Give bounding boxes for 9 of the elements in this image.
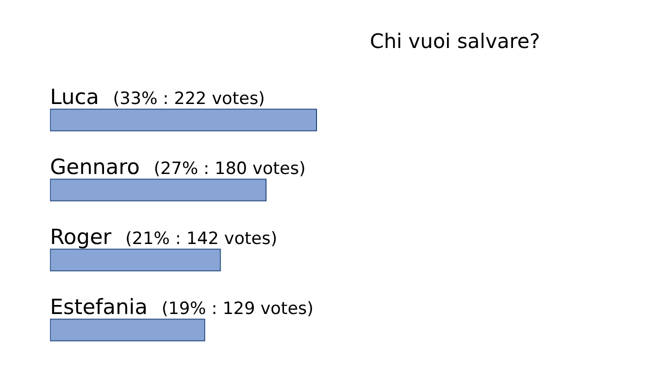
y-tick-label: Estefania xyxy=(50,295,148,319)
y-tick-label: Luca xyxy=(50,85,100,109)
y-tick-label: Gennaro xyxy=(50,155,140,179)
data-label: (27% : 180 votes) xyxy=(154,159,306,179)
data-label: (19% : 129 votes) xyxy=(162,299,314,319)
data-label: (33% : 222 votes) xyxy=(113,89,265,109)
y-tick-label: Roger xyxy=(50,225,112,249)
data-label: (21% : 142 votes) xyxy=(125,229,278,249)
text: Chi vuoi salvare? xyxy=(370,29,540,53)
